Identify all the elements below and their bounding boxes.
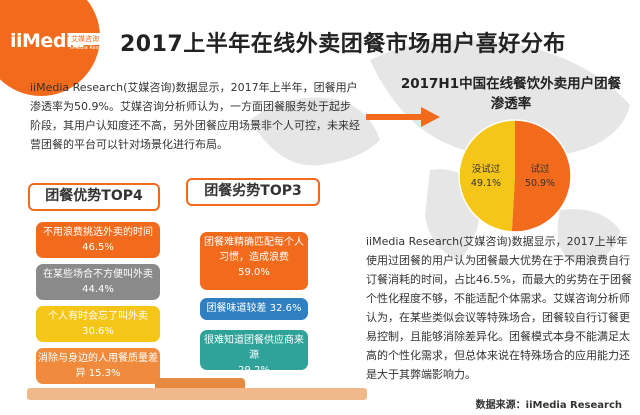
page-title: 2017上半年在线外卖团餐市场用户喜好分布 [120, 32, 566, 57]
penetration-pie-chart [458, 119, 572, 233]
pie-label-tried-category: 试过 [530, 164, 550, 175]
advantage-value: 44.4% [82, 284, 114, 295]
disadvantages-header: 团餐劣势TOP3 [186, 178, 320, 206]
data-source: 数据来源：iiMedia Research [475, 400, 622, 411]
advantage-label: 消除与身边的人用餐质量差异 [38, 353, 158, 379]
advantage-item: 不用浪费挑选外卖的时间 46.5% [36, 222, 160, 258]
advantage-item: 个人有时会忘了叫外卖 30.6% [36, 306, 160, 342]
disadvantage-item: 很难知道团餐供应商来源 29.2% [200, 330, 308, 376]
disadvantage-label: 很难知道团餐供应商来源 [204, 335, 304, 361]
pie-label-not-tried: 没试过 49.1% [462, 163, 510, 191]
advantage-value: 46.5% [82, 242, 114, 253]
advantage-item: 消除与身边的人用餐质量差异 15.3% [36, 348, 160, 384]
disadvantage-value: 29.2% [238, 365, 270, 376]
advantages-header: 团餐优势TOP4 [28, 183, 160, 211]
pie-label-tried: 试过 50.9% [516, 163, 564, 191]
disadvantage-item: 团餐味道较差 32.6% [200, 298, 308, 320]
advantage-label: 在某些场合不方便叫外卖 [43, 269, 153, 280]
pie-chart-title: 2017H1中国在线餐饮外卖用户团餐渗透率 [400, 76, 622, 112]
summary-paragraph-penetration: iiMedia Research(艾媒咨询)数据显示，2017年上半年，团餐用户… [30, 81, 360, 151]
advantage-value: 15.3% [88, 368, 121, 379]
brand-logo-text: iiMedia [10, 30, 85, 52]
balance-stand-base [27, 388, 367, 400]
pie-slice-tried [511, 120, 571, 232]
summary-paragraph-pros-cons: iiMedia Research(艾媒咨询)数据显示，2017上半年使用过团餐的… [366, 235, 632, 381]
advantage-label: 个人有时会忘了叫外卖 [48, 311, 148, 322]
disadvantage-label: 团餐味道较差 [206, 303, 267, 314]
pie-label-not-tried-value: 49.1% [470, 178, 502, 189]
disadvantage-item: 团餐难精确匹配每个人习惯，造成浪费 59.0% [200, 232, 308, 290]
advantage-label: 不用浪费挑选外卖的时间 [43, 227, 153, 238]
advantage-value: 30.6% [82, 326, 114, 337]
arrow-to-pie-icon [366, 107, 440, 127]
pie-label-not-tried-category: 没试过 [471, 164, 501, 175]
advantage-item: 在某些场合不方便叫外卖 44.4% [36, 264, 160, 300]
balance-stand-top [155, 378, 245, 390]
disadvantage-value: 59.0% [238, 267, 270, 278]
disadvantage-value: 32.6% [269, 303, 302, 314]
disadvantage-label: 团餐难精确匹配每个人习惯，造成浪费 [204, 237, 304, 263]
brand-logo-subtext: iiMedia Research [70, 45, 113, 51]
brand-logo-badge: 艾媒咨询 [69, 33, 101, 45]
pie-slice-not-tried [458, 120, 515, 232]
pie-label-tried-value: 50.9% [524, 178, 556, 189]
